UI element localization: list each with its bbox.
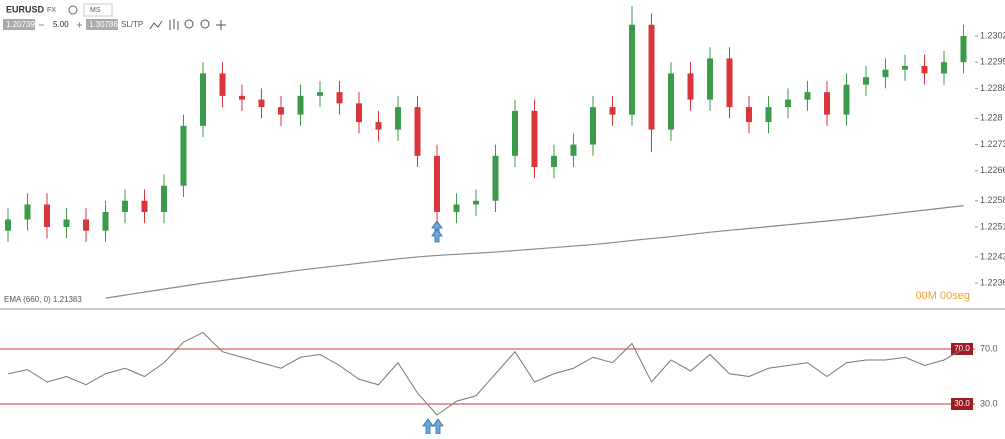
candle-body [297,95,304,115]
candle-body [219,73,226,96]
y-tick-label: 1.2266 [980,165,1005,175]
candle-body [395,107,401,130]
candle-body [414,107,421,156]
bid[interactable]: 1.20739 [6,20,35,29]
candle-body [453,204,460,212]
y-tick-label: 1.2302 [980,30,1005,40]
level-marker [951,398,973,411]
step[interactable]: 5.00 [53,20,69,29]
y-tick-label: 1.2288 [980,83,1005,93]
y-tick-label: 1.228 [980,113,1003,123]
candle-body [531,110,538,168]
candle-body [102,211,109,231]
y-tick-label: 1.2295 [980,57,1005,67]
ask-box[interactable] [86,19,118,30]
candle-body [570,144,577,156]
candle-body [609,107,616,115]
rsi-line [7,331,964,416]
y-tick-label: 1.2251 [980,221,1005,231]
candle-body [5,219,11,231]
candle-body [278,107,284,115]
candle-body [668,73,674,130]
candle-body [726,58,733,108]
candle-body [746,107,752,123]
symbol[interactable]: EURUSD [6,4,45,14]
y-tick-label: 1.2236 [980,278,1005,288]
market: FX [47,7,56,14]
candle-body [258,99,265,108]
candle-body [473,200,479,205]
candle-body [83,219,89,231]
zoom-out-icon[interactable] [200,19,210,29]
candle-body [902,65,908,70]
countdown: 00M 00seg [916,290,970,302]
candle-body [180,125,187,186]
zoom-in-icon[interactable] [184,19,194,29]
candle-body [336,92,343,104]
candle-body [375,122,382,130]
candle-body [492,155,499,201]
candle-body [122,200,128,212]
y-tick-label: 1.2243 [980,251,1005,261]
level-marker-label: 70.0 [954,344,970,353]
crosshair-icon[interactable] [216,20,226,30]
candle-body [921,65,928,74]
candle-body [804,92,811,100]
sltp[interactable]: SL/TP [121,20,143,29]
y-tick-label: 1.2273 [980,139,1005,149]
candle-body [629,24,635,115]
candle-body [707,58,713,100]
candle-body [960,35,967,63]
y-tick-label: 1.2258 [980,195,1005,205]
candle-body [765,107,772,123]
candle-body [512,110,518,156]
candle-body [843,84,850,115]
candle-body [200,73,206,126]
candle-body [434,155,440,212]
ema-label: EMA (660, 0) 1.21383 [4,295,82,304]
candle-body [356,103,362,123]
candle-body [63,219,70,227]
mode[interactable]: MS [90,7,101,14]
y-tick-label: 30.0 [980,398,998,408]
level-marker [951,342,973,355]
candle-tool-icon[interactable] [169,19,179,30]
signal-arrows [422,220,444,435]
candle-body [648,24,655,130]
candle-body [239,95,245,100]
candle-body [161,185,167,212]
ema-line [105,205,964,299]
candle-body [882,69,889,78]
y-tick-label: 70.0 [980,343,998,353]
mode-box[interactable] [83,3,113,17]
candle-body [785,99,791,108]
ask[interactable]: 1.30786 [89,20,118,29]
candle-body [44,204,50,227]
candle-body [551,155,557,168]
info-icon[interactable] [68,5,78,15]
candle-body [24,204,31,220]
candle-body [941,62,947,74]
candle-body [317,92,323,96]
candle-body [590,107,596,145]
candle-body [824,92,830,115]
bid-box[interactable] [3,19,35,30]
level-marker-label: 30.0 [954,399,970,408]
line-tool-icon[interactable] [149,20,163,30]
candle-body [863,77,869,85]
candle-body [141,200,148,212]
candle-body [687,73,694,100]
